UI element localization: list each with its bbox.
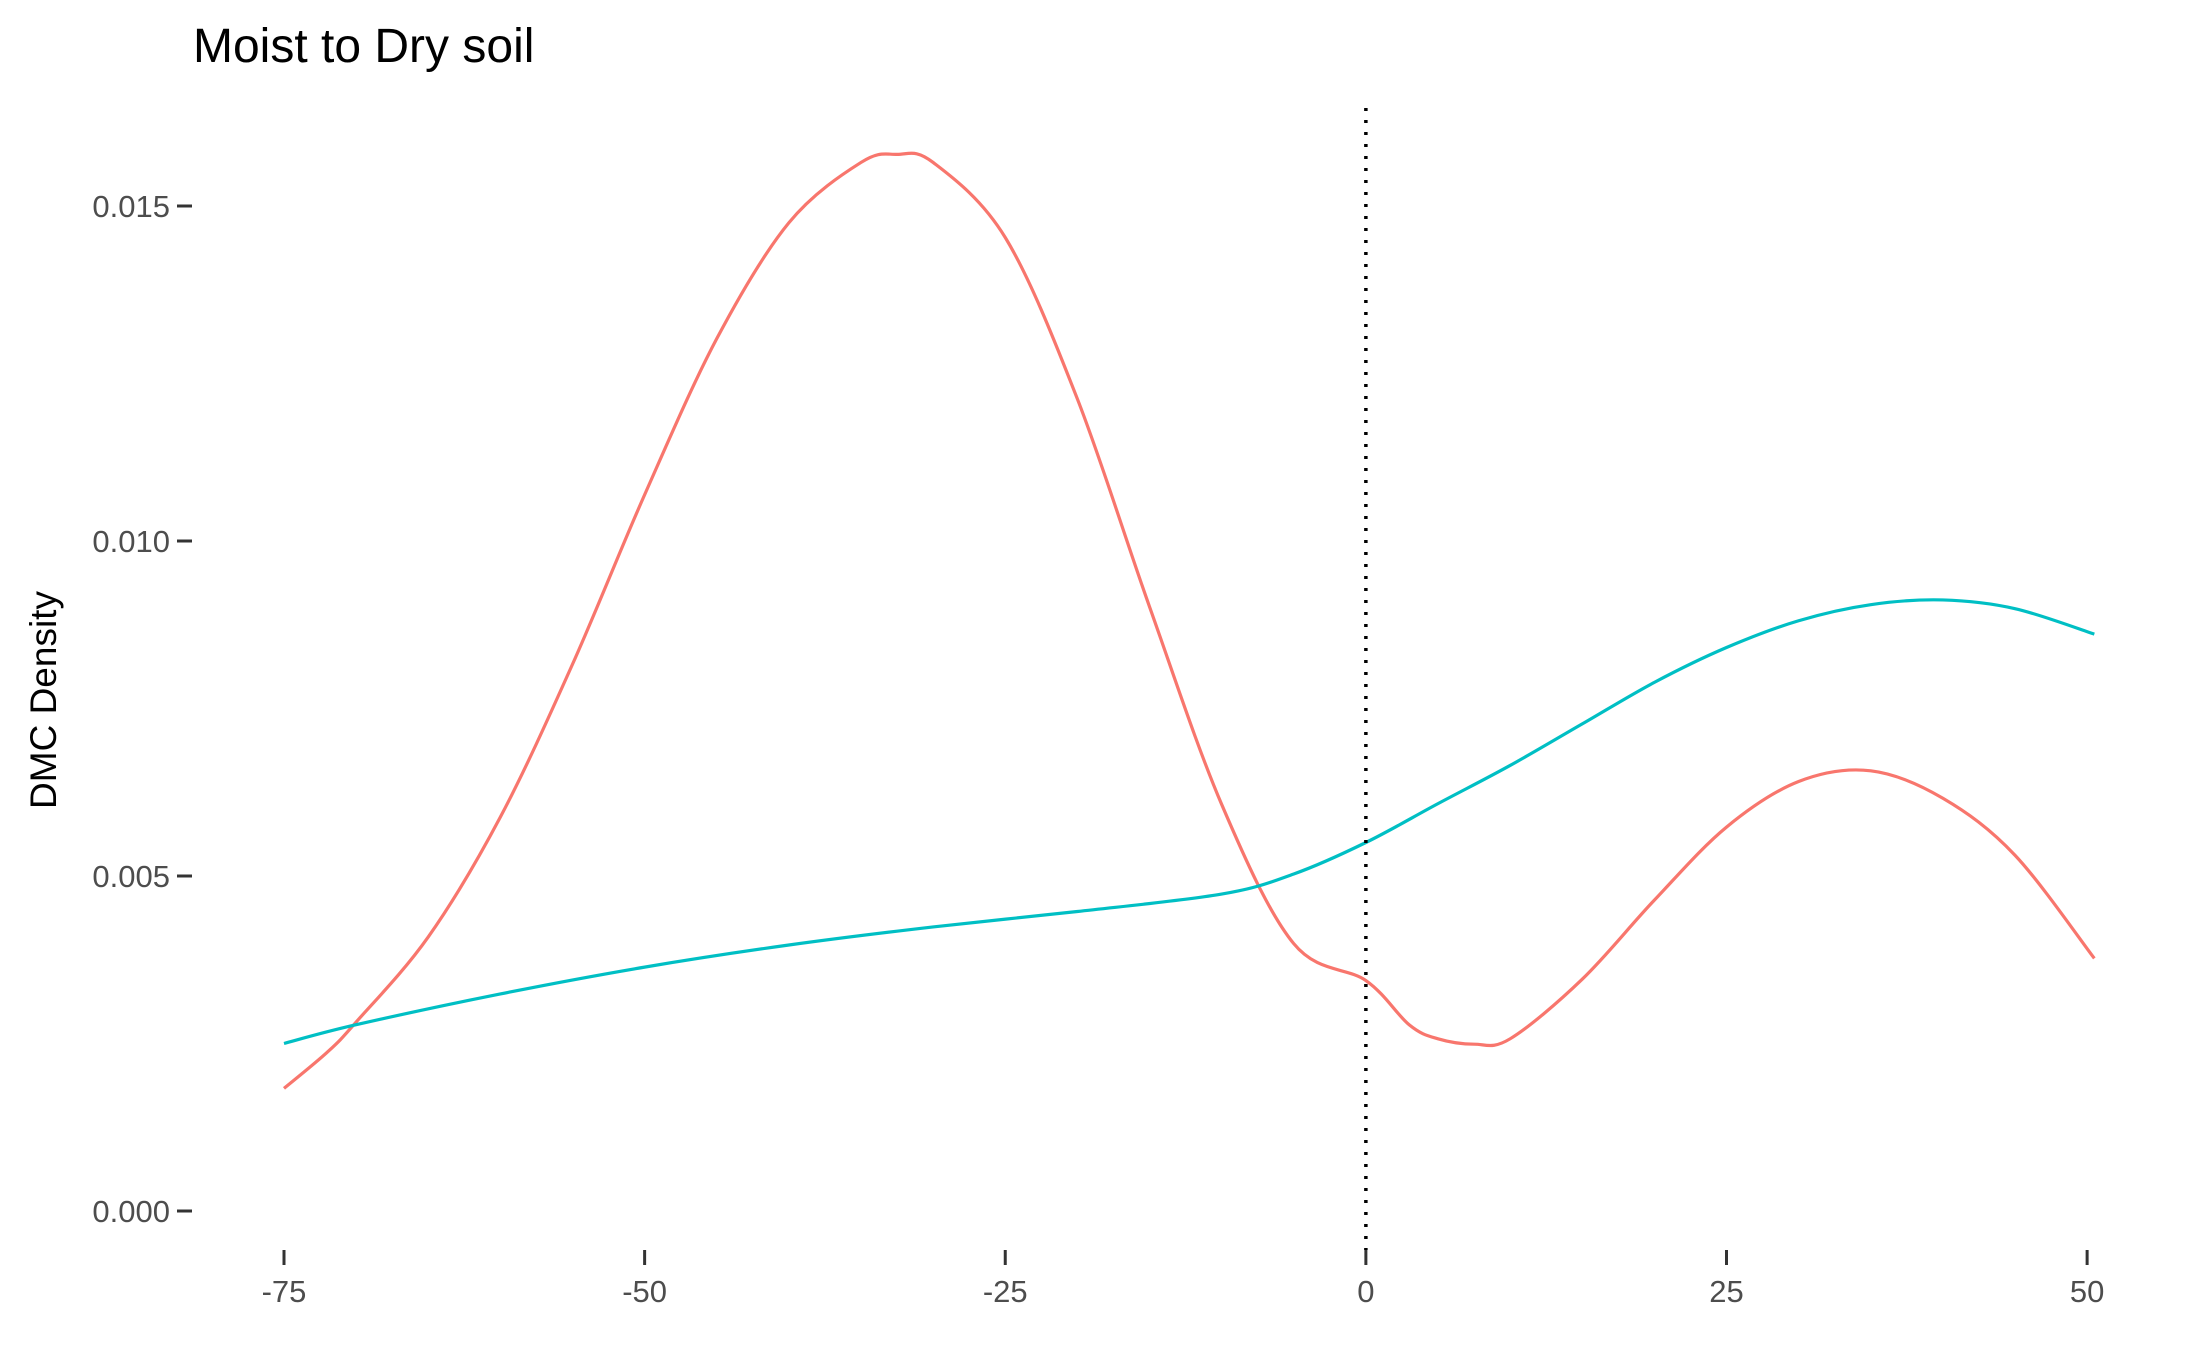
y-tick-label: 0.015: [92, 189, 170, 224]
series-line-2: [283, 598, 2095, 1046]
y-tick-label: 0.005: [92, 859, 170, 894]
chart-title: Moist to Dry soil: [193, 20, 534, 73]
y-axis: 0.000 0.005 0.010 0.015: [92, 189, 192, 1229]
y-tick-label: 0.000: [92, 1194, 170, 1229]
y-tick-label: 0.010: [92, 524, 170, 559]
x-tick-label: -50: [622, 1274, 667, 1309]
y-axis-label: DMC Density: [23, 591, 64, 809]
x-tick-label: 50: [2070, 1274, 2104, 1309]
x-tick-label: -25: [983, 1274, 1028, 1309]
series-line-1: [282, 151, 2096, 1090]
series-layer: [282, 151, 2096, 1090]
x-tick-label: 25: [1709, 1274, 1743, 1309]
x-tick-label: 0: [1357, 1274, 1374, 1309]
x-tick-label: -75: [262, 1274, 307, 1309]
x-axis: -75 -50 -25 0 25 50: [262, 1250, 2104, 1309]
